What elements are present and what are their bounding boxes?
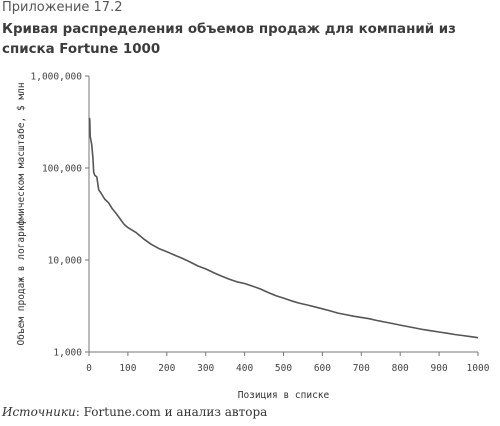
exhibit-label: Приложение 17.2 [2, 0, 123, 15]
x-tick-label: 200 [158, 363, 175, 374]
y-tick-label: 100,000 [42, 164, 82, 175]
y-tick-label: 1,000,000 [31, 72, 83, 83]
x-tick-label: 500 [275, 363, 292, 374]
x-axis-title: Позиция в списке [238, 390, 330, 401]
x-tick-label: 0 [86, 363, 92, 374]
x-tick-label: 700 [353, 363, 370, 374]
x-tick-label: 300 [197, 363, 214, 374]
y-axis-title: Объем продаж в логарифмическом масштабе,… [16, 82, 27, 345]
source-label: Источники [2, 405, 76, 419]
x-tick-label: 400 [236, 363, 253, 374]
x-tick-label: 900 [431, 363, 448, 374]
x-tick-label: 1000 [467, 363, 490, 374]
source-text: : Fortune.com и анализ автора [75, 405, 268, 419]
chart-title: Кривая распределения объемов продаж для … [2, 22, 456, 57]
x-tick-label: 800 [392, 363, 409, 374]
y-tick-label: 1,000 [53, 348, 82, 359]
source-note: Источники: Fortune.com и анализ автора [2, 405, 267, 419]
x-tick-label: 100 [119, 363, 136, 374]
x-tick-label: 600 [314, 363, 331, 374]
sales-curve-line [88, 117, 479, 339]
y-tick-label: 10,000 [48, 256, 83, 267]
